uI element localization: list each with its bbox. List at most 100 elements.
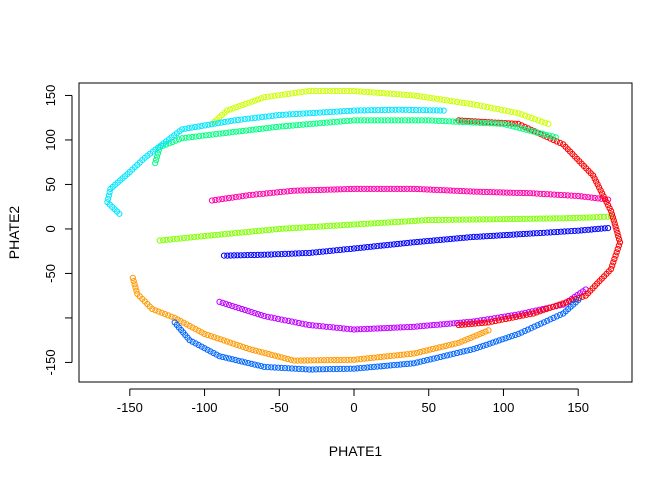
data-point — [460, 234, 467, 241]
data-point — [531, 116, 539, 123]
data-point — [463, 216, 470, 223]
data-point — [281, 355, 288, 362]
data-point — [306, 87, 313, 95]
data-point — [391, 219, 398, 226]
data-point — [533, 129, 540, 136]
data-point — [551, 229, 558, 236]
data-point — [559, 300, 566, 307]
data-point — [279, 123, 286, 130]
data-point — [161, 311, 169, 318]
data-point — [457, 235, 464, 242]
data-point — [515, 330, 522, 337]
data-point — [291, 357, 298, 364]
data-point — [289, 122, 296, 129]
data-point — [413, 349, 421, 356]
data-point — [230, 105, 237, 112]
data-point — [105, 192, 113, 199]
x-tick-label: 50 — [422, 400, 436, 415]
data-point — [186, 337, 193, 344]
data-point — [330, 222, 337, 229]
data-point — [395, 117, 402, 124]
data-point — [344, 117, 351, 125]
data-point — [370, 243, 377, 250]
data-point — [549, 133, 556, 140]
data-point — [378, 219, 385, 226]
data-point — [297, 357, 304, 364]
data-point — [473, 233, 480, 240]
data-point — [447, 320, 454, 327]
data-point — [437, 107, 444, 114]
data-point — [347, 221, 354, 228]
data-point — [248, 98, 255, 105]
data-point — [575, 227, 582, 234]
data-point — [575, 192, 582, 200]
data-point — [261, 363, 268, 370]
data-point — [182, 125, 189, 132]
data-point — [408, 218, 415, 225]
data-point — [208, 121, 215, 128]
data-point — [249, 228, 256, 235]
data-point — [583, 214, 590, 221]
data-point — [173, 235, 181, 242]
data-point — [180, 319, 187, 326]
data-point — [410, 239, 417, 246]
data-point — [259, 349, 266, 356]
data-point — [248, 309, 255, 316]
data-point — [251, 251, 258, 259]
data-point — [233, 341, 240, 348]
data-point — [560, 215, 567, 222]
data-point — [347, 107, 354, 114]
data-point — [493, 216, 500, 223]
data-point — [427, 237, 434, 244]
data-point — [189, 133, 196, 141]
data-point — [397, 324, 404, 331]
data-point — [206, 131, 213, 138]
data-point — [184, 234, 191, 241]
data-point — [313, 322, 320, 329]
data-point — [177, 318, 184, 325]
data-point — [502, 335, 509, 342]
data-point — [350, 245, 358, 252]
series-1 — [220, 225, 612, 259]
data-point — [450, 98, 457, 105]
data-point — [265, 350, 272, 358]
data-point — [264, 313, 271, 320]
data-point — [430, 237, 437, 244]
data-point — [357, 365, 364, 372]
data-point — [515, 120, 522, 128]
data-point — [483, 341, 490, 348]
data-point — [511, 109, 519, 116]
data-point — [310, 120, 317, 127]
data-point — [337, 246, 344, 253]
data-point — [546, 132, 553, 139]
data-point — [566, 215, 574, 222]
data-point — [209, 131, 216, 138]
data-point — [394, 352, 401, 359]
data-point — [479, 329, 486, 336]
data-point — [494, 106, 501, 113]
data-point — [404, 324, 411, 331]
data-point — [490, 120, 497, 127]
data-point — [218, 119, 225, 126]
data-point — [521, 327, 528, 335]
data-point — [515, 110, 522, 117]
data-point — [370, 185, 377, 192]
data-point — [597, 187, 604, 194]
data-point — [327, 119, 334, 126]
data-point — [195, 341, 202, 349]
data-point — [447, 97, 454, 105]
data-point — [316, 248, 323, 255]
data-point — [460, 188, 467, 195]
data-point — [410, 92, 417, 99]
data-point — [437, 353, 444, 361]
data-point — [271, 92, 278, 99]
data-point — [540, 307, 547, 314]
data-point — [344, 325, 351, 332]
data-point — [239, 127, 246, 135]
data-point — [299, 88, 306, 96]
data-point — [480, 233, 487, 240]
data-point — [323, 87, 330, 95]
data-point — [482, 319, 489, 326]
data-point — [192, 133, 199, 140]
data-point — [602, 196, 609, 203]
